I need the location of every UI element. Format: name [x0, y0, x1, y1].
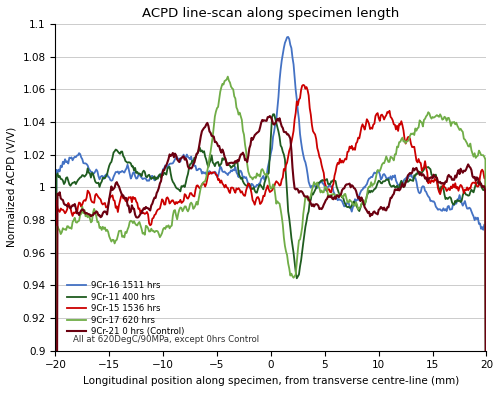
9Cr-16 1511 hrs	[269, 146, 275, 151]
Title: ACPD line-scan along specimen length: ACPD line-scan along specimen length	[142, 7, 400, 20]
9Cr-11 400 hrs	[290, 243, 296, 248]
9Cr-11 400 hrs	[108, 160, 114, 164]
9Cr-21 0 hrs (Control)	[328, 193, 334, 198]
9Cr-11 400 hrs	[271, 112, 277, 117]
Line: 9Cr-21 0 hrs (Control): 9Cr-21 0 hrs (Control)	[56, 116, 486, 393]
9Cr-15 1536 hrs	[288, 140, 294, 145]
9Cr-11 400 hrs	[208, 158, 214, 163]
9Cr-17 620 hrs	[369, 184, 375, 188]
9Cr-17 620 hrs	[270, 182, 276, 187]
Line: 9Cr-17 620 hrs: 9Cr-17 620 hrs	[56, 77, 486, 393]
Line: 9Cr-11 400 hrs: 9Cr-11 400 hrs	[56, 114, 486, 393]
9Cr-15 1536 hrs	[269, 188, 275, 193]
9Cr-17 620 hrs	[328, 192, 334, 197]
9Cr-16 1511 hrs	[108, 178, 114, 183]
Text: All at 620DegC/90MPa, except 0hrs Control: All at 620DegC/90MPa, except 0hrs Contro…	[72, 335, 258, 344]
9Cr-11 400 hrs	[328, 179, 334, 184]
9Cr-17 620 hrs	[290, 274, 296, 279]
9Cr-15 1536 hrs	[300, 83, 306, 87]
9Cr-21 0 hrs (Control)	[270, 121, 276, 126]
9Cr-21 0 hrs (Control)	[208, 130, 214, 135]
9Cr-15 1536 hrs	[369, 127, 375, 131]
Y-axis label: Normalized ACPD (V/V): Normalized ACPD (V/V)	[7, 127, 17, 248]
Line: 9Cr-15 1536 hrs: 9Cr-15 1536 hrs	[56, 85, 486, 393]
Legend: 9Cr-16 1511 hrs, 9Cr-11 400 hrs, 9Cr-15 1536 hrs, 9Cr-17 620 hrs, 9Cr-21 0 hrs (: 9Cr-16 1511 hrs, 9Cr-11 400 hrs, 9Cr-15 …	[64, 278, 188, 340]
9Cr-16 1511 hrs	[208, 170, 214, 175]
9Cr-11 400 hrs	[369, 189, 375, 194]
9Cr-21 0 hrs (Control)	[267, 114, 273, 118]
9Cr-15 1536 hrs	[328, 190, 334, 195]
9Cr-17 620 hrs	[108, 239, 114, 244]
9Cr-17 620 hrs	[208, 149, 214, 154]
9Cr-16 1511 hrs	[285, 35, 291, 39]
9Cr-21 0 hrs (Control)	[290, 165, 296, 170]
9Cr-17 620 hrs	[225, 74, 231, 79]
Line: 9Cr-16 1511 hrs: 9Cr-16 1511 hrs	[56, 37, 486, 393]
9Cr-16 1511 hrs	[290, 55, 296, 60]
9Cr-21 0 hrs (Control)	[369, 213, 375, 217]
9Cr-16 1511 hrs	[369, 175, 375, 180]
9Cr-15 1536 hrs	[208, 170, 214, 174]
9Cr-11 400 hrs	[269, 115, 275, 120]
9Cr-21 0 hrs (Control)	[108, 184, 114, 189]
9Cr-15 1536 hrs	[108, 194, 114, 199]
X-axis label: Longitudinal position along specimen, from transverse centre-line (mm): Longitudinal position along specimen, fr…	[83, 376, 459, 386]
9Cr-16 1511 hrs	[328, 185, 334, 189]
